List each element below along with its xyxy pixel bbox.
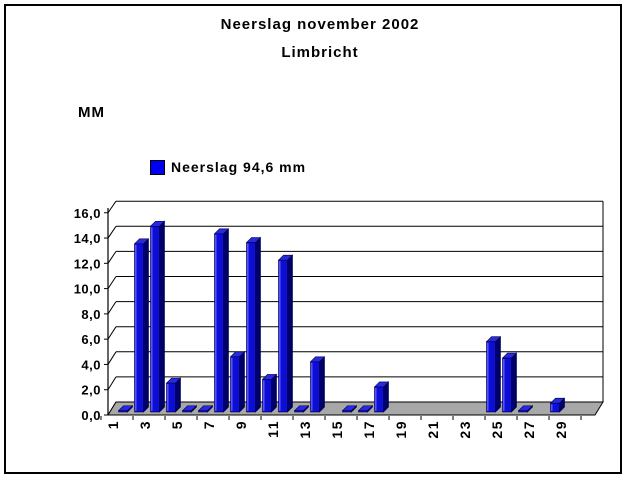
x-tick-label: 7 (201, 420, 217, 429)
gridline-connector (107, 301, 117, 315)
bar-day-13 (309, 356, 326, 413)
y-tick-label: 0,0 (81, 408, 101, 423)
x-tick-label: 29 (553, 420, 569, 439)
y-tick-label: 12,0 (74, 256, 101, 271)
x-tick-label: 15 (329, 420, 345, 439)
x-tick-label: 19 (393, 420, 409, 439)
bar-day-24 (485, 335, 502, 413)
y-tick-label: 8,0 (81, 307, 101, 322)
legend-swatch-icon (150, 159, 165, 175)
bar-day-2 (133, 238, 150, 413)
x-tick-label: 25 (489, 420, 505, 439)
bar-day-9 (245, 236, 262, 413)
gridline-connector (107, 276, 117, 289)
bar-day-16 (357, 405, 374, 413)
bar-day-7 (213, 228, 230, 413)
x-tick-label: 9 (233, 420, 249, 429)
gridline-connector (107, 376, 117, 390)
chart-title: Neerslag november 2002 (220, 16, 420, 33)
x-tick-label: 1 (105, 420, 121, 429)
chart-frame (4, 4, 622, 474)
legend-label: Neerslag 94,6 mm (171, 159, 307, 175)
y-tick-label: 6,0 (81, 332, 101, 347)
y-tick-label: 10,0 (74, 282, 101, 297)
bar-day-8 (229, 351, 246, 413)
y-tick-label: 2,0 (81, 383, 101, 398)
gridline-connector (107, 351, 117, 365)
legend: Neerslag 94,6 mm (150, 158, 306, 176)
x-tick-label: 5 (169, 420, 185, 429)
gridline-connector (107, 200, 117, 214)
gridline-connector (107, 251, 117, 264)
bar-day-12 (293, 405, 310, 413)
chart-subtitle: Limbricht (281, 44, 359, 61)
x-tick-label: 11 (265, 420, 281, 438)
y-axis-unit-label: MM (78, 104, 105, 121)
bar-day-17 (373, 381, 390, 413)
x-tick-label: 27 (521, 420, 537, 439)
bar-day-15 (341, 405, 358, 413)
bar-day-26 (517, 405, 534, 413)
gridline-connector (107, 326, 117, 340)
bar-day-5 (181, 405, 198, 413)
y-tick-label: 4,0 (81, 357, 101, 372)
x-tick-label: 23 (457, 420, 473, 439)
bar-day-10 (261, 373, 278, 413)
bar-day-1 (117, 405, 134, 413)
x-tick-label: 17 (361, 420, 377, 439)
bar-day-6 (197, 405, 214, 413)
y-tick-label: 14,0 (74, 231, 101, 246)
bar-day-4 (165, 377, 182, 413)
bar-day-25 (501, 352, 518, 413)
bar-day-28 (549, 397, 566, 413)
y-tick-label: 16,0 (74, 206, 101, 221)
x-tick-label: 21 (425, 420, 441, 439)
bar-day-3 (149, 220, 166, 413)
bar-day-11 (277, 254, 294, 413)
x-tick-label: 3 (137, 420, 153, 429)
gridline-connector (107, 226, 117, 239)
x-tick-label: 13 (297, 420, 313, 439)
